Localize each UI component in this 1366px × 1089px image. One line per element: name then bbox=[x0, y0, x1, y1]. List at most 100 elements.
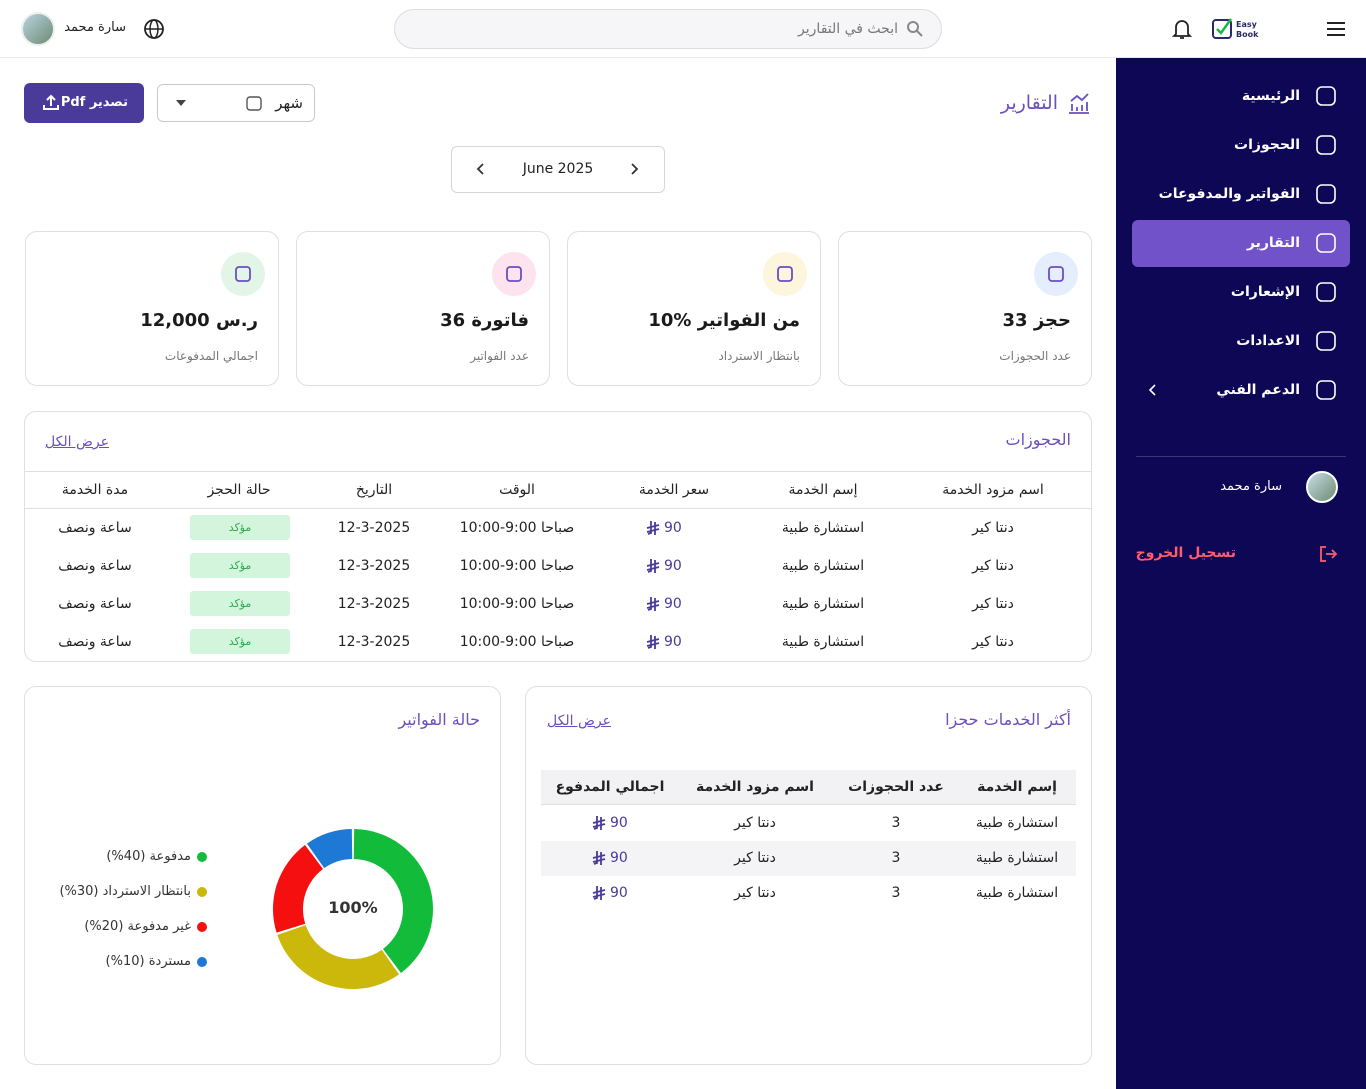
stat-icon-glyph bbox=[777, 266, 793, 282]
legend-label: بانتظار الاسترداد (30%) bbox=[59, 884, 191, 899]
riyal-glyph bbox=[646, 559, 660, 573]
menu-icon[interactable] bbox=[1325, 20, 1347, 38]
calendar-icon bbox=[246, 96, 262, 111]
icon-shape bbox=[1316, 282, 1336, 302]
glyph bbox=[235, 266, 251, 282]
search-box[interactable] bbox=[394, 9, 942, 49]
column-header: مدة الخدمة bbox=[61, 482, 129, 498]
column-header: إسم الخدمة bbox=[788, 482, 858, 498]
price: 90 bbox=[610, 885, 628, 901]
donut-segment bbox=[277, 925, 400, 989]
riyal-symbol bbox=[646, 521, 660, 535]
stat-card bbox=[25, 231, 279, 386]
table-cell: ساعة ونصف bbox=[58, 520, 132, 536]
price: 90 bbox=[664, 596, 682, 612]
column-header: اسم مزود الخدمة bbox=[942, 482, 1044, 498]
table-cell: استشارة طبية bbox=[781, 596, 865, 612]
next-month[interactable] bbox=[475, 162, 487, 176]
sidebar-icon bbox=[1316, 135, 1336, 155]
period-select[interactable] bbox=[157, 84, 315, 122]
page-title: التقارير bbox=[1000, 92, 1058, 114]
stat-icon bbox=[221, 252, 265, 296]
status-badge bbox=[190, 553, 290, 578]
riyal-symbol bbox=[592, 886, 606, 900]
column-header: إسم الخدمة bbox=[977, 779, 1057, 795]
riyal-glyph bbox=[592, 816, 606, 830]
donut-chart bbox=[273, 829, 433, 989]
sidebar-icon bbox=[1316, 184, 1336, 204]
table-cell: دنتا كير bbox=[972, 596, 1014, 612]
table-cell: استشارة طبية bbox=[975, 850, 1059, 866]
section-title: الحجوزات bbox=[1005, 430, 1071, 449]
stat-value: 36 فاتورة bbox=[440, 310, 529, 331]
column-header: اسم مزود الخدمة bbox=[696, 779, 814, 795]
table-cell: دنتا كير bbox=[972, 558, 1014, 574]
stat-icon bbox=[492, 252, 536, 296]
sidebar-icon bbox=[1316, 380, 1336, 400]
avatar[interactable] bbox=[21, 12, 55, 46]
period-value: شهر bbox=[275, 94, 303, 112]
previous-month[interactable] bbox=[628, 162, 640, 176]
legend-dot bbox=[197, 957, 207, 967]
month-label: June 2025 bbox=[522, 161, 594, 177]
export-button[interactable] bbox=[24, 83, 144, 123]
icon-shape bbox=[1316, 233, 1336, 253]
riyal-symbol bbox=[646, 597, 660, 611]
icon-shape bbox=[1316, 331, 1336, 351]
bell-icon[interactable] bbox=[1172, 18, 1192, 40]
legend-dot bbox=[197, 887, 207, 897]
riyal-glyph bbox=[592, 886, 606, 900]
glyph bbox=[1048, 266, 1064, 282]
logout-icon bbox=[1320, 546, 1338, 562]
view-all-link[interactable]: عرض الكل bbox=[547, 713, 611, 729]
status-label: مؤكد bbox=[228, 597, 252, 610]
stat-icon bbox=[763, 252, 807, 296]
price: 90 bbox=[664, 634, 682, 650]
stat-label: اجمالي المدفوعات bbox=[164, 349, 258, 363]
sidebar-item[interactable]: الفواتير والمدفوعات bbox=[1158, 186, 1300, 202]
sidebar-item[interactable]: الحجوزات bbox=[1234, 137, 1300, 153]
logout[interactable]: تسجيل الخروج bbox=[1135, 545, 1236, 561]
sidebar bbox=[1116, 58, 1366, 1089]
stat-value: 33 حجز bbox=[1002, 310, 1071, 331]
column-header: حالة الحجز bbox=[207, 482, 271, 498]
table-cell: 3 bbox=[891, 850, 901, 866]
month-navigator bbox=[451, 146, 665, 193]
table-cell: 10:00-9:00 صباحا bbox=[459, 634, 575, 650]
stat-icon bbox=[1034, 252, 1078, 296]
logo-icon bbox=[1212, 18, 1232, 39]
stat-icon-glyph bbox=[1048, 266, 1064, 282]
table-cell: استشارة طبية bbox=[781, 558, 865, 574]
export-label[interactable]: Pdf تصدير bbox=[60, 95, 128, 110]
sidebar-item[interactable]: التقارير bbox=[1246, 235, 1300, 251]
riyal-glyph bbox=[646, 521, 660, 535]
stat-label: عدد الحجوزات bbox=[999, 349, 1071, 363]
sidebar-item[interactable]: الإشعارات bbox=[1230, 284, 1300, 300]
glyph bbox=[777, 266, 793, 282]
stat-icon-glyph bbox=[235, 266, 251, 282]
donut-center-label: 100% bbox=[328, 898, 378, 917]
riyal-symbol bbox=[592, 851, 606, 865]
active-item-bg bbox=[1132, 220, 1350, 267]
riyal-glyph bbox=[592, 851, 606, 865]
table-cell: 12-3-2025 bbox=[337, 596, 411, 612]
legend-label: مستردة (10%) bbox=[105, 954, 191, 969]
sidebar-user-name: سارة محمد bbox=[1220, 479, 1282, 494]
column-header: سعر الخدمة bbox=[638, 482, 710, 498]
table-cell: دنتا كير bbox=[972, 634, 1014, 650]
table-cell: ساعة ونصف bbox=[58, 558, 132, 574]
upload-icon bbox=[43, 94, 59, 110]
sidebar-item[interactable]: الرئيسية bbox=[1241, 88, 1300, 104]
column-header: التاريخ bbox=[355, 482, 393, 498]
sidebar-item[interactable]: الاعدادات bbox=[1236, 333, 1300, 349]
table-cell: دنتا كير bbox=[972, 520, 1014, 536]
user-name: سارة محمد bbox=[64, 20, 126, 35]
sidebar-item[interactable]: الدعم الفني bbox=[1216, 382, 1300, 398]
icon-shape bbox=[1316, 380, 1336, 400]
view-all-link[interactable]: عرض الكل bbox=[45, 434, 109, 450]
icon-shape bbox=[1316, 86, 1336, 106]
sidebar-icon bbox=[1316, 282, 1336, 302]
column-header: اجمالي المدفوع bbox=[555, 779, 665, 795]
language-icon[interactable] bbox=[143, 18, 165, 40]
calendar-shape bbox=[246, 96, 262, 111]
